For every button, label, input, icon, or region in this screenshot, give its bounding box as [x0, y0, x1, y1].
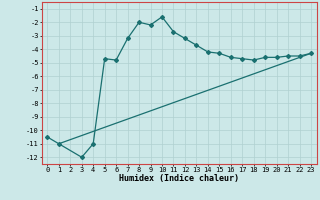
X-axis label: Humidex (Indice chaleur): Humidex (Indice chaleur) — [119, 174, 239, 183]
